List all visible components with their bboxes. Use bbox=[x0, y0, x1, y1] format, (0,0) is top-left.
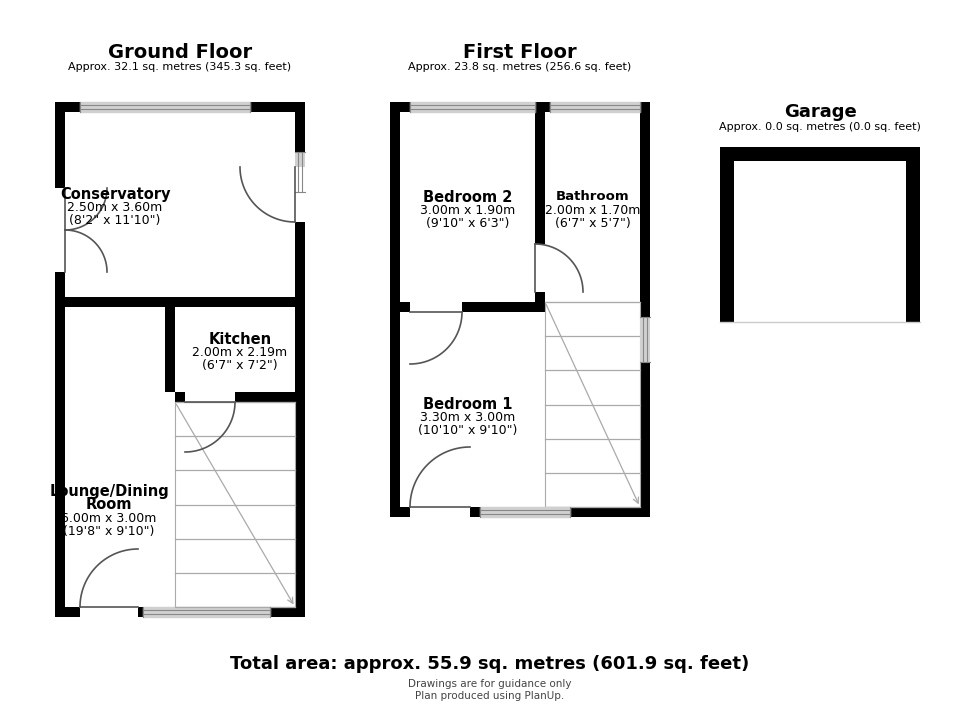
Bar bbox=[165, 297, 175, 392]
Text: 2.00m x 2.19m: 2.00m x 2.19m bbox=[192, 346, 287, 359]
Bar bbox=[185, 392, 235, 402]
Text: 3.00m x 1.90m: 3.00m x 1.90m bbox=[419, 204, 515, 216]
Bar bbox=[640, 317, 650, 362]
Bar bbox=[295, 152, 305, 192]
Bar bbox=[906, 147, 920, 322]
Text: First Floor: First Floor bbox=[464, 43, 577, 61]
Text: (10'10" x 9'10"): (10'10" x 9'10") bbox=[417, 424, 517, 437]
Text: (6'7" x 7'2"): (6'7" x 7'2") bbox=[202, 359, 277, 372]
Text: 2.00m x 1.70m: 2.00m x 1.70m bbox=[545, 204, 640, 216]
Text: Bedroom 1: Bedroom 1 bbox=[422, 397, 513, 412]
Text: Approx. 32.1 sq. metres (345.3 sq. feet): Approx. 32.1 sq. metres (345.3 sq. feet) bbox=[69, 62, 292, 72]
Bar bbox=[55, 607, 305, 617]
Bar bbox=[640, 102, 650, 517]
Bar bbox=[55, 102, 65, 617]
Bar bbox=[175, 402, 295, 607]
Bar bbox=[143, 607, 270, 617]
Text: Conservatory: Conservatory bbox=[60, 187, 171, 202]
Bar bbox=[390, 302, 545, 312]
Bar bbox=[410, 302, 462, 312]
Bar bbox=[55, 102, 305, 112]
Bar bbox=[175, 297, 305, 307]
Bar bbox=[480, 507, 570, 517]
Bar bbox=[295, 152, 305, 192]
Bar bbox=[410, 102, 535, 112]
Bar bbox=[55, 188, 65, 272]
Bar bbox=[390, 102, 400, 517]
Bar bbox=[550, 102, 640, 112]
Bar bbox=[175, 392, 305, 402]
Text: Total area: approx. 55.9 sq. metres (601.9 sq. feet): Total area: approx. 55.9 sq. metres (601… bbox=[230, 655, 750, 673]
Text: (8'2" x 11'10"): (8'2" x 11'10") bbox=[70, 214, 161, 227]
Text: 2.50m x 3.60m: 2.50m x 3.60m bbox=[68, 201, 163, 214]
Bar bbox=[410, 507, 470, 517]
Text: Approx. 23.8 sq. metres (256.6 sq. feet): Approx. 23.8 sq. metres (256.6 sq. feet) bbox=[409, 62, 632, 72]
Text: 6.00m x 3.00m: 6.00m x 3.00m bbox=[62, 512, 157, 525]
Bar bbox=[640, 317, 650, 362]
Bar bbox=[535, 102, 545, 302]
Bar bbox=[535, 244, 545, 292]
Bar bbox=[390, 507, 650, 517]
Bar bbox=[720, 147, 920, 161]
Bar bbox=[80, 607, 138, 617]
Text: Ground Floor: Ground Floor bbox=[108, 43, 252, 61]
Text: Approx. 0.0 sq. metres (0.0 sq. feet): Approx. 0.0 sq. metres (0.0 sq. feet) bbox=[719, 122, 921, 132]
Text: 3.30m x 3.00m: 3.30m x 3.00m bbox=[419, 411, 515, 424]
Bar bbox=[390, 102, 650, 112]
Text: Room: Room bbox=[86, 497, 132, 512]
Bar bbox=[720, 147, 734, 322]
Text: (6'7" x 5'7"): (6'7" x 5'7") bbox=[555, 216, 630, 229]
Bar bbox=[55, 297, 175, 307]
Bar bbox=[545, 302, 640, 507]
Bar bbox=[295, 167, 305, 222]
Text: Kitchen: Kitchen bbox=[209, 332, 271, 347]
Text: Lounge/Dining: Lounge/Dining bbox=[49, 484, 169, 499]
Text: Plan produced using PlanUp.: Plan produced using PlanUp. bbox=[416, 691, 564, 701]
Text: (19'8" x 9'10"): (19'8" x 9'10") bbox=[64, 525, 155, 538]
Bar bbox=[295, 102, 305, 617]
Text: (9'10" x 6'3"): (9'10" x 6'3") bbox=[426, 216, 510, 229]
Bar bbox=[80, 102, 250, 112]
Text: Bathroom: Bathroom bbox=[556, 191, 629, 204]
Text: Bedroom 2: Bedroom 2 bbox=[422, 189, 513, 204]
Text: Drawings are for guidance only: Drawings are for guidance only bbox=[409, 679, 571, 689]
Text: Garage: Garage bbox=[784, 103, 857, 121]
